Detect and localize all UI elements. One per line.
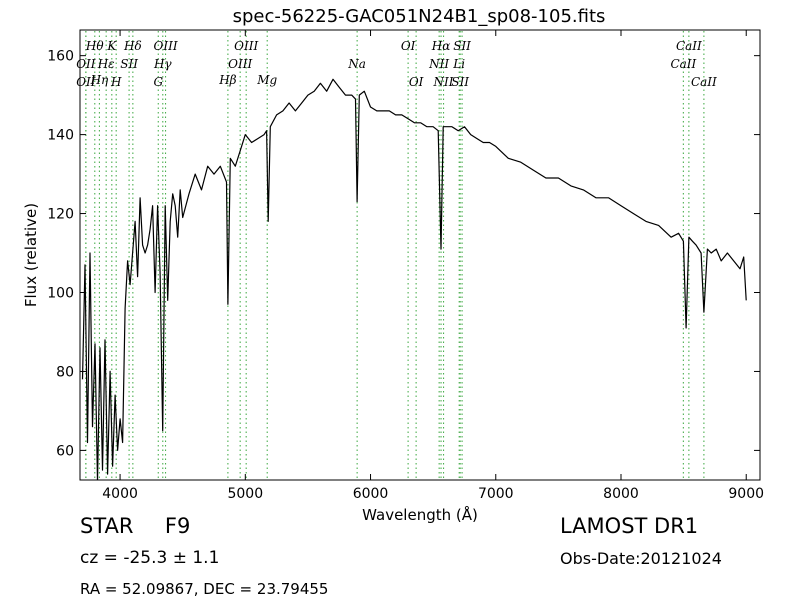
line-annotation-label: Hβ <box>218 73 236 87</box>
redshift-text: cz = -25.3 ± 1.1 <box>80 548 220 568</box>
series-group <box>81 78 747 480</box>
line-annotation-label: CaII <box>676 39 702 53</box>
survey-name: LAMOST DR1 <box>560 514 699 538</box>
line-marker-group <box>85 31 705 479</box>
x-tick-label: 6000 <box>353 486 389 502</box>
line-annotation-label: OI <box>401 39 416 53</box>
line-annotation-label: SII <box>451 75 469 89</box>
line-annotation-label: Hε <box>97 57 115 71</box>
line-annotation-label: OII <box>76 75 96 89</box>
line-annotation-label: SII <box>120 57 138 71</box>
line-annotation-label: Li <box>452 57 465 71</box>
line-annotation-label: OII <box>76 57 96 71</box>
line-annotation-label: Na <box>347 57 366 71</box>
observation-date: Obs-Date:20121024 <box>560 549 722 568</box>
x-tick-label: 9000 <box>728 486 764 502</box>
line-annotation-label: OIII <box>228 57 252 71</box>
line-annotation-label: H <box>110 75 122 89</box>
y-tick-label: 160 <box>47 49 74 65</box>
line-annotation-label: Hθ <box>85 39 104 53</box>
object-subclass: F9 <box>164 514 191 538</box>
y-tick-label: 80 <box>56 364 74 380</box>
line-annotation-label: OIII <box>154 39 178 53</box>
line-annotation-label: Mg <box>256 73 277 87</box>
line-annotation-label: CaII <box>691 75 717 89</box>
line-annotation-label: OI <box>409 75 424 89</box>
x-tick-label: 7000 <box>478 486 514 502</box>
line-annotation-label: Hδ <box>123 39 142 53</box>
line-annotation-label: Hα <box>431 39 451 53</box>
x-tick-label: 8000 <box>603 486 639 502</box>
object-classification: STAR F9 <box>80 514 190 538</box>
line-annotation-label: NII <box>428 57 449 71</box>
line-annotation-label: Hγ <box>153 57 172 71</box>
line-annotation-label: SII <box>453 39 471 53</box>
line-annotation-label: K <box>106 39 117 53</box>
x-tick-label: 5000 <box>227 486 263 502</box>
x-axis-label: Wavelength (Å) <box>362 505 478 524</box>
line-annotation-label: NII <box>433 75 454 89</box>
coordinates-text: RA = 52.09867, DEC = 23.79455 <box>80 580 329 598</box>
plot-frame <box>79 29 761 481</box>
x-tick-label: 4000 <box>102 486 138 502</box>
line-annotation-label: CaII <box>670 57 696 71</box>
y-tick-label: 140 <box>47 128 74 144</box>
spectrum-line <box>81 78 747 480</box>
chart-title: spec-56225-GAC051N24B1_sp08-105.fits <box>233 6 606 27</box>
y-tick-label: 60 <box>56 443 74 459</box>
line-annotation-label: G <box>153 75 163 89</box>
y-axis-label: Flux (relative) <box>22 203 40 307</box>
axis-ticks: 4000 5000 6000 7000 8000 9000 60 80 100 120 140 160 <box>47 30 764 502</box>
line-annotation-label: Hη <box>90 73 109 87</box>
line-annotation-label: OIII <box>234 39 258 53</box>
y-tick-label: 120 <box>47 207 74 223</box>
y-tick-label: 100 <box>47 286 74 302</box>
object-type: STAR <box>80 514 134 538</box>
